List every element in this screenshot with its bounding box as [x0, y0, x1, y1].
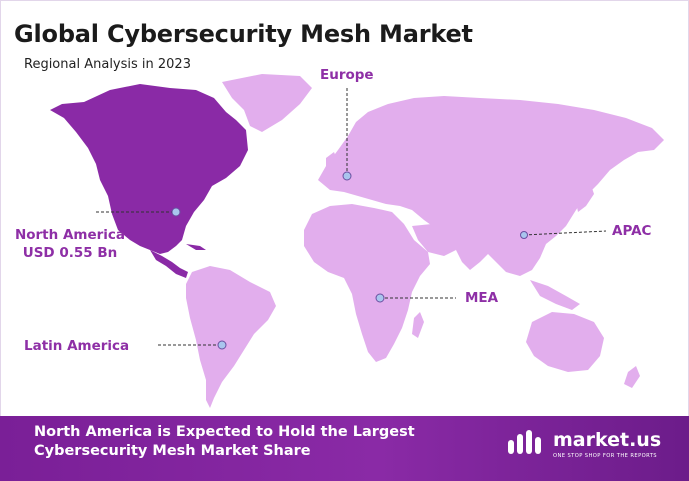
label-latin-america: Latin America — [24, 338, 130, 354]
page-subtitle: Regional Analysis in 2023 — [24, 57, 191, 72]
europe-marker — [342, 171, 352, 181]
north-america-marker — [171, 207, 181, 217]
label-mea: MEA — [465, 290, 499, 306]
region-japan — [576, 182, 594, 212]
mea-marker — [375, 293, 385, 303]
region-australia — [526, 312, 604, 372]
footer-headline: North America is Expected to Hold the La… — [34, 423, 464, 461]
region-central-america — [150, 250, 188, 278]
region-scandinavia — [350, 116, 384, 150]
market-us-logo-icon — [508, 430, 541, 454]
label-europe: Europe — [320, 67, 374, 83]
apac-marker — [520, 231, 528, 239]
footer-line-1: North America is Expected to Hold the La… — [34, 424, 415, 440]
region-latin-america — [186, 266, 276, 408]
footer-banner — [0, 416, 689, 481]
footer-line-2: Cybersecurity Mesh Market Share — [34, 443, 311, 459]
label-apac: APAC — [612, 223, 652, 239]
logo-tagline: ONE STOP SHOP FOR THE REPORTS — [553, 453, 657, 459]
region-eurasia — [318, 96, 664, 276]
region-uk — [326, 152, 338, 170]
page-title: Global Cybersecurity Mesh Market — [14, 20, 473, 48]
label-north-america-value: USD 0.55 Bn — [22, 245, 118, 261]
logo-name: market.us — [553, 429, 662, 451]
region-new-zealand — [624, 366, 640, 388]
apac-leader — [523, 230, 607, 236]
region-madagascar — [412, 312, 424, 338]
region-north-america — [50, 84, 248, 254]
region-sea-islands — [530, 280, 580, 310]
region-caribbean — [186, 244, 206, 250]
region-arabia — [412, 224, 456, 256]
region-africa — [304, 204, 430, 362]
label-north-america: North America USD 0.55 Bn — [6, 226, 134, 262]
latin-america-marker — [217, 340, 227, 350]
region-greenland — [222, 74, 312, 132]
label-north-america-name: North America — [14, 227, 126, 243]
